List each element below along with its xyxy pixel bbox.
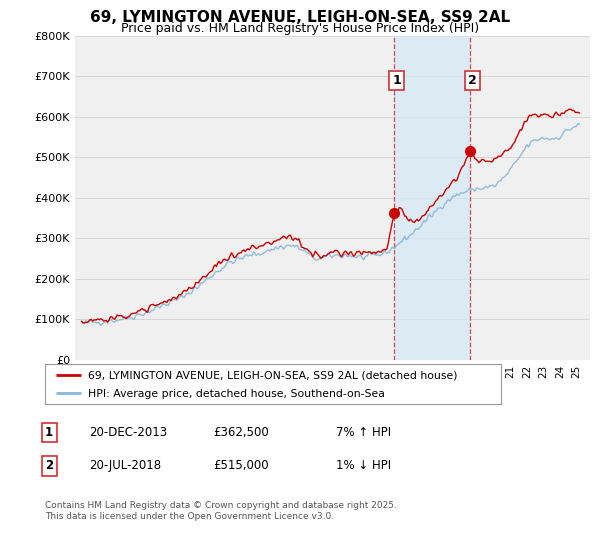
Text: 2: 2	[45, 459, 53, 473]
Text: £362,500: £362,500	[213, 426, 269, 439]
Text: 20-JUL-2018: 20-JUL-2018	[89, 459, 161, 473]
Text: 1% ↓ HPI: 1% ↓ HPI	[336, 459, 391, 473]
Text: 20-DEC-2013: 20-DEC-2013	[89, 426, 167, 439]
Text: 69, LYMINGTON AVENUE, LEIGH-ON-SEA, SS9 2AL (detached house): 69, LYMINGTON AVENUE, LEIGH-ON-SEA, SS9 …	[88, 371, 458, 381]
Bar	[394, 36, 470, 360]
Text: This data is licensed under the Open Government Licence v3.0.: This data is licensed under the Open Gov…	[45, 512, 334, 521]
Text: 1: 1	[392, 74, 401, 87]
Text: HPI: Average price, detached house, Southend-on-Sea: HPI: Average price, detached house, Sout…	[88, 389, 385, 399]
Text: £515,000: £515,000	[213, 459, 269, 473]
Text: 2: 2	[468, 74, 477, 87]
Text: Price paid vs. HM Land Registry's House Price Index (HPI): Price paid vs. HM Land Registry's House …	[121, 22, 479, 35]
Text: Contains HM Land Registry data © Crown copyright and database right 2025.: Contains HM Land Registry data © Crown c…	[45, 501, 397, 510]
Text: 69, LYMINGTON AVENUE, LEIGH-ON-SEA, SS9 2AL: 69, LYMINGTON AVENUE, LEIGH-ON-SEA, SS9 …	[90, 10, 510, 25]
Text: 1: 1	[45, 426, 53, 439]
Text: 7% ↑ HPI: 7% ↑ HPI	[336, 426, 391, 439]
